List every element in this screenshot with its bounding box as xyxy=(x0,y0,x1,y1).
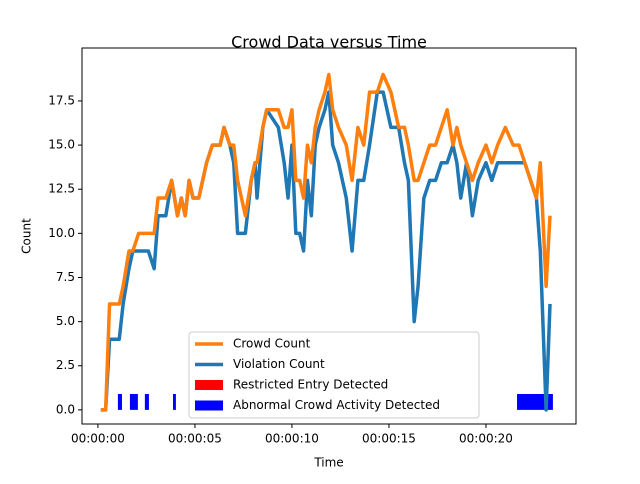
legend-label: Restricted Entry Detected xyxy=(233,378,388,392)
legend-label: Crowd Count xyxy=(233,337,311,351)
plot-frame xyxy=(81,47,577,425)
y-tick-label: 2.5 xyxy=(56,358,75,372)
x-tick-label: 00:00:10 xyxy=(265,432,319,446)
x-axis-label: Time xyxy=(313,456,343,470)
y-tick-label: 5.0 xyxy=(56,314,75,328)
y-axis-label: Count xyxy=(20,218,34,254)
x-tick-label: 00:00:05 xyxy=(168,432,222,446)
legend-box xyxy=(188,331,480,419)
event-span xyxy=(129,393,138,410)
y-tick-label: 15.0 xyxy=(48,138,75,152)
legend-label: Abnormal Crowd Activity Detected xyxy=(233,398,440,412)
legend-label: Violation Count xyxy=(233,357,325,371)
y-tick-label: 0.0 xyxy=(56,402,75,416)
legend-swatch xyxy=(195,380,223,390)
y-tick-label: 12.5 xyxy=(48,182,75,196)
chart-title: Crowd Data versus Time xyxy=(231,33,427,52)
x-tick-label: 00:00:20 xyxy=(459,432,513,446)
event-span xyxy=(173,393,176,410)
event-span xyxy=(117,393,122,410)
data-line xyxy=(100,72,552,412)
x-tick-label: 00:00:15 xyxy=(362,432,416,446)
y-tick-label: 17.5 xyxy=(48,93,75,107)
y-tick-label: 10.0 xyxy=(48,226,75,240)
legend-swatch xyxy=(195,400,223,411)
x-tick-label: 00:00:00 xyxy=(71,432,125,446)
event-span xyxy=(144,393,149,410)
y-tick-label: 7.5 xyxy=(56,270,75,284)
